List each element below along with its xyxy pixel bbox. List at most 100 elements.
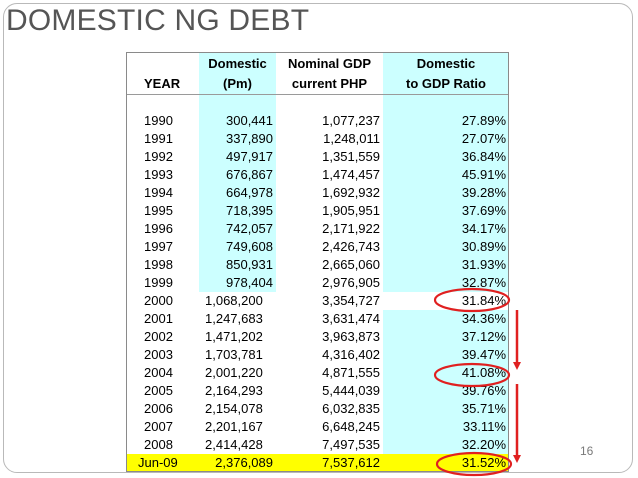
table-row: 2003 1,703,781 4,316,402 39.47%: [126, 346, 509, 364]
table-row: 2005 2,164,293 5,444,039 39.76%: [126, 382, 509, 400]
ratio-cell: 39.47%: [383, 346, 509, 364]
domestic-cell: 978,404: [199, 274, 276, 292]
domestic-cell: 749,608: [199, 238, 276, 256]
ratio-cell: 35.71%: [383, 400, 509, 418]
gdp-cell: 7,497,535: [322, 437, 380, 452]
table-row: 1990 300,441 1,077,237 27.89%: [126, 112, 509, 130]
ratio-cell: 32.20%: [383, 436, 509, 454]
gdp-cell: 3,354,727: [322, 293, 380, 308]
table-row: 1994 664,978 1,692,932 39.28%: [126, 184, 509, 202]
ratio-cell: 34.36%: [383, 310, 509, 328]
gdp-cell: 3,963,873: [322, 329, 380, 344]
domestic-cell: 1,068,200: [205, 293, 263, 308]
table-row: 1998 850,931 2,665,060 31.93%: [126, 256, 509, 274]
ratio-cell: 31.93%: [383, 256, 509, 274]
gdp-cell: 1,248,011: [323, 131, 380, 146]
year-cell: 2008: [144, 437, 173, 452]
gdp-cell: 1,692,932: [322, 185, 380, 200]
year-cell: 2006: [144, 401, 173, 416]
domestic-cell: 2,376,089: [199, 454, 276, 472]
year-cell: 1990: [144, 113, 173, 128]
gdp-cell: 5,444,039: [322, 383, 380, 398]
ratio-cell: 37.12%: [383, 328, 509, 346]
ratio-cell: 32.87%: [383, 274, 509, 292]
domestic-cell: 337,890: [199, 130, 276, 148]
gdp-cell: 2,171,922: [322, 221, 380, 236]
year-cell: 1999: [144, 275, 173, 290]
year-cell: 2007: [144, 419, 173, 434]
domestic-cell: 718,395: [199, 202, 276, 220]
ratio-cell: 27.89%: [383, 112, 509, 130]
domestic-cell: 742,057: [199, 220, 276, 238]
ratio-cell: 34.17%: [383, 220, 509, 238]
domestic-cell: 2,414,428: [205, 437, 263, 452]
slide-frame: [3, 3, 633, 473]
year-cell: 2000: [144, 293, 173, 308]
gdp-cell: 2,426,743: [322, 239, 380, 254]
table-row: 2004 2,001,220 4,871,555 41.08%: [126, 364, 509, 382]
domestic-cell: 2,201,167: [205, 419, 263, 434]
gdp-cell: 4,871,555: [322, 365, 380, 380]
year-cell: 1997: [144, 239, 173, 254]
domestic-cell: 664,978: [199, 184, 276, 202]
year-cell: 1993: [144, 167, 173, 182]
gdp-cell: 1,905,951: [322, 203, 380, 218]
header-gdp: Nominal GDP current PHP: [276, 52, 383, 95]
gdp-cell: 6,032,835: [322, 401, 380, 416]
ratio-cell: 33.11%: [383, 418, 509, 436]
header-row: YEAR Domestic (Pm) Nominal GDP current PHP…: [126, 52, 509, 95]
spacer-row: [126, 94, 509, 112]
domestic-cell: 497,917: [199, 148, 276, 166]
year-cell: 2004: [144, 365, 173, 380]
ratio-cell: 37.69%: [383, 202, 509, 220]
year-cell: 1995: [144, 203, 173, 218]
year-cell: 1992: [144, 149, 173, 164]
table-row: 1999 978,404 2,976,905 32.87%: [126, 274, 509, 292]
year-cell: 1996: [144, 221, 173, 236]
table-row: 2000 1,068,200 3,354,727 31.84%: [126, 292, 509, 310]
year-cell: 1994: [144, 185, 173, 200]
gdp-cell: 1,474,457: [322, 167, 380, 182]
domestic-cell: 676,867: [199, 166, 276, 184]
year-cell: 1998: [144, 257, 173, 272]
gdp-cell: 2,665,060: [322, 257, 380, 272]
year-cell: 2003: [144, 347, 173, 362]
table-row: 2006 2,154,078 6,032,835 35.71%: [126, 400, 509, 418]
ratio-cell: 45.91%: [383, 166, 509, 184]
year-cell: 1991: [144, 131, 173, 146]
year-cell: 2001: [144, 311, 173, 326]
gdp-cell: 6,648,245: [322, 419, 380, 434]
domestic-cell: 1,471,202: [205, 329, 263, 344]
year-cell: 2002: [144, 329, 173, 344]
ratio-cell: 39.76%: [383, 382, 509, 400]
domestic-cell: 1,703,781: [205, 347, 263, 362]
table-row: 1993 676,867 1,474,457 45.91%: [126, 166, 509, 184]
header-domestic: Domestic (Pm): [199, 52, 276, 95]
header-ratio: Domestic to GDP Ratio: [383, 52, 509, 95]
gdp-cell: 2,976,905: [322, 275, 380, 290]
ratio-cell: 31.52%: [383, 454, 509, 472]
table-row: 1996 742,057 2,171,922 34.17%: [126, 220, 509, 238]
gdp-cell: 4,316,402: [322, 347, 380, 362]
ratio-cell: 41.08%: [383, 364, 509, 382]
table-row: Jun-09 2,376,089 7,537,612 31.52%: [126, 454, 509, 472]
ratio-cell: 31.84%: [383, 292, 509, 310]
table-row: 1991 337,890 1,248,011 27.07%: [126, 130, 509, 148]
ratio-cell: 30.89%: [383, 238, 509, 256]
table-row: 1997 749,608 2,426,743 30.89%: [126, 238, 509, 256]
table-row: 2008 2,414,428 7,497,535 32.20%: [126, 436, 509, 454]
gdp-cell: 1,351,559: [322, 149, 380, 164]
table-row: 2007 2,201,167 6,648,245 33.11%: [126, 418, 509, 436]
domestic-cell: 2,164,293: [205, 383, 263, 398]
domestic-cell: 1,247,683: [205, 311, 263, 326]
domestic-cell: 850,931: [199, 256, 276, 274]
table-row: 2001 1,247,683 3,631,474 34.36%: [126, 310, 509, 328]
ratio-cell: 36.84%: [383, 148, 509, 166]
slide-number: 16: [580, 444, 594, 458]
gdp-cell: 3,631,474: [322, 311, 380, 326]
gdp-cell: 7,537,612: [276, 454, 383, 472]
header-year: YEAR: [126, 52, 199, 95]
year-cell: 2005: [144, 383, 173, 398]
table-row: 1992 497,917 1,351,559 36.84%: [126, 148, 509, 166]
table-row: 2002 1,471,202 3,963,873 37.12%: [126, 328, 509, 346]
